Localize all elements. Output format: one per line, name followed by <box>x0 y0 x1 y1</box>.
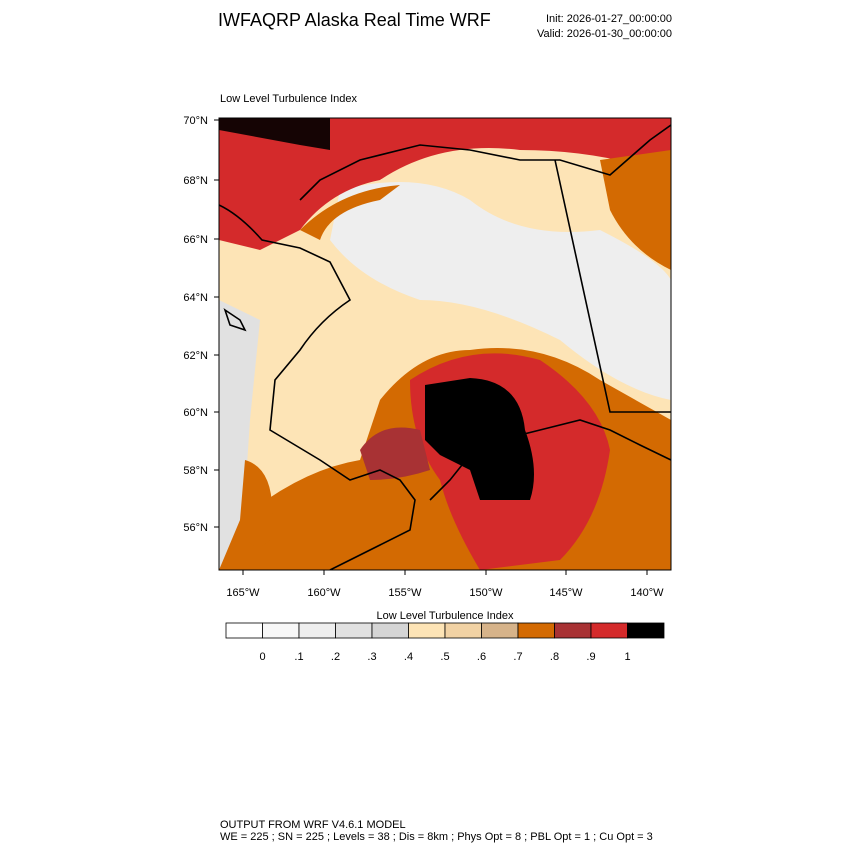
colorbar-box <box>554 622 592 639</box>
colorbar-box <box>298 622 336 639</box>
colorbar-label: .8 <box>550 651 559 663</box>
lat-label: 58°N <box>183 465 208 477</box>
init-time: Init: 2026-01-27_00:00:00 <box>546 13 672 25</box>
colorbar-label: .4 <box>404 651 413 663</box>
colorbar-box <box>590 622 628 639</box>
colorbar-label: .1 <box>294 651 303 663</box>
footer-line: OUTPUT FROM WRF V4.6.1 MODEL <box>220 819 406 831</box>
lat-label: 56°N <box>183 522 208 534</box>
colorbar-label: 0 <box>259 651 265 663</box>
lat-label: 62°N <box>183 350 208 362</box>
colorbar-box <box>627 622 665 639</box>
lat-label: 68°N <box>183 175 208 187</box>
valid-time: Valid: 2026-01-30_00:00:00 <box>537 28 672 40</box>
colorbar-label: .5 <box>440 651 449 663</box>
lon-label: 160°W <box>307 587 341 599</box>
colorbar-box <box>371 622 409 639</box>
colorbar-label: 1 <box>624 651 630 663</box>
lat-label: 60°N <box>183 407 208 419</box>
colorbar-label: .2 <box>331 651 340 663</box>
colorbar-box <box>408 622 446 639</box>
footer-line: WE = 225 ; SN = 225 ; Levels = 38 ; Dis … <box>220 831 653 843</box>
colorbar-box <box>481 622 519 639</box>
colorbar-box <box>335 622 373 639</box>
lat-label: 64°N <box>183 292 208 304</box>
colorbar-box <box>517 622 555 639</box>
lon-label: 155°W <box>388 587 422 599</box>
main-title: IWFAQRP Alaska Real Time WRF <box>218 10 491 30</box>
lon-label: 140°W <box>630 587 664 599</box>
lon-label: 165°W <box>226 587 260 599</box>
colorbar-label: .3 <box>367 651 376 663</box>
lon-label: 150°W <box>469 587 503 599</box>
map-frame <box>218 117 672 571</box>
colorbar-label: .7 <box>513 651 522 663</box>
colorbar-box <box>444 622 482 639</box>
colorbar-label: .9 <box>586 651 595 663</box>
map-title: Low Level Turbulence Index <box>220 93 357 105</box>
lat-label: 66°N <box>183 234 208 246</box>
colorbar-box <box>262 622 300 639</box>
colorbar-box <box>225 622 263 639</box>
lat-label: 70°N <box>183 115 208 127</box>
lon-label: 145°W <box>549 587 583 599</box>
map-field <box>219 118 671 570</box>
colorbar-label: .6 <box>477 651 486 663</box>
colorbar-title: Low Level Turbulence Index <box>377 610 514 622</box>
